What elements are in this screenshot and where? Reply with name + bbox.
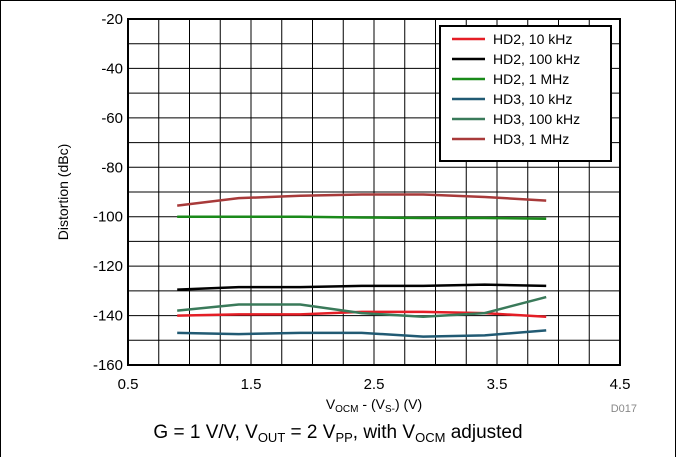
legend-label-5: HD3, 100 kHz (493, 111, 580, 127)
series-line-4 (177, 329, 547, 338)
y-tick-label: -120 (93, 258, 123, 275)
series-line-6 (177, 193, 547, 207)
caption-sub3: OCM (415, 430, 446, 445)
x-tick-label: 3.5 (487, 376, 508, 393)
legend-label-6: HD3, 1 MHz (493, 131, 569, 147)
x-axis-label-mid: - (V (359, 396, 386, 412)
legend-label-2: HD2, 100 kHz (493, 51, 580, 67)
y-tick-label: -20 (101, 11, 123, 28)
caption-sub1: OUT (257, 430, 286, 445)
x-tick-label: 4.5 (610, 376, 631, 393)
y-tick-label: -100 (93, 209, 123, 226)
x-axis-label-main: V (326, 396, 336, 412)
legend: HD2, 10 kHz HD2, 100 kHz HD2, 1 MHz HD3, 10… (439, 25, 612, 162)
tick-labels: 0.5 1.5 2.5 3.5 4.5 -20 -40 -60 -80 -100 -120 -140 -… (93, 11, 630, 393)
caption-part2: = 2 V (285, 422, 336, 443)
y-tick-label: -80 (101, 159, 123, 176)
y-axis-label: Distortion (dBc) (55, 144, 71, 240)
x-axis-label-sub1: OCM (335, 404, 358, 415)
x-tick-label: 2.5 (364, 376, 385, 393)
legend-label-1: HD2, 10 kHz (493, 31, 572, 47)
series-line-3 (177, 215, 547, 220)
caption-part1: G = 1 V/V, V (153, 422, 258, 443)
figure-id: D017 (611, 403, 637, 415)
y-tick-label: -140 (93, 308, 123, 325)
series-line-5 (177, 295, 547, 319)
x-axis-label: VOCM - (VS-) (V) (326, 396, 422, 415)
legend-label-4: HD3, 10 kHz (493, 91, 572, 107)
series-layer (177, 193, 547, 338)
series-line-2 (177, 283, 547, 291)
caption-part4: adjusted (445, 422, 523, 443)
figure-caption: G = 1 V/V, VOUT = 2 VPP, with VOCM adjus… (0, 422, 676, 445)
x-axis-label-sub2: S- (385, 404, 395, 415)
plot-area-border (127, 18, 621, 366)
legend-label-3: HD2, 1 MHz (493, 71, 569, 87)
caption-sub2: PP (335, 430, 353, 445)
x-axis-label-end: ) (V) (395, 396, 422, 412)
y-tick-label: -40 (101, 60, 123, 77)
caption-part3: , with V (352, 422, 416, 443)
x-tick-label: 1.5 (241, 376, 262, 393)
x-tick-label: 0.5 (118, 376, 139, 393)
y-tick-label: -160 (93, 357, 123, 374)
y-tick-label: -60 (101, 110, 123, 127)
